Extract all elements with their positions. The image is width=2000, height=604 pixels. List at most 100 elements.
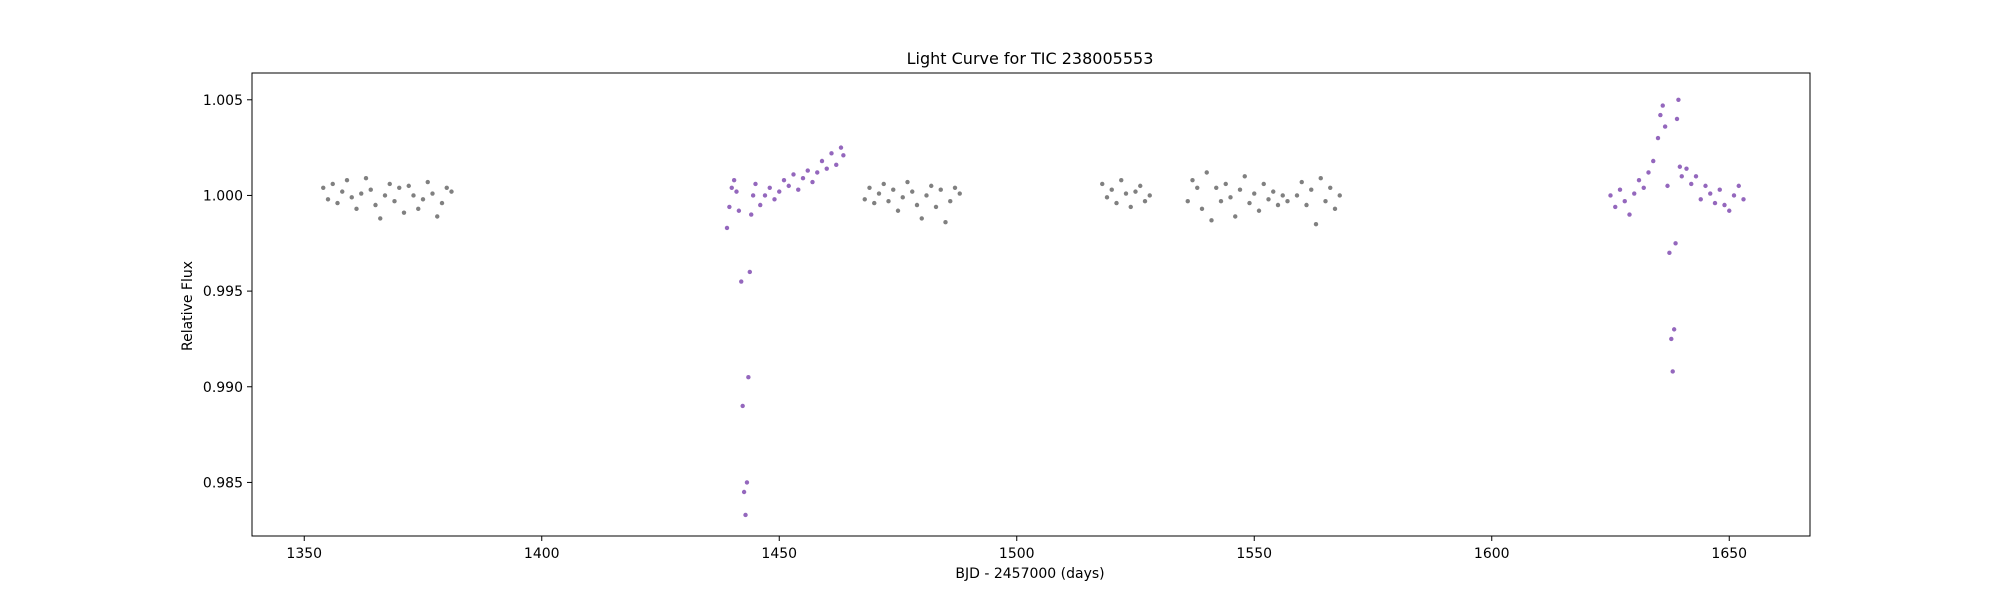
data-point: [1242, 174, 1247, 179]
data-point: [363, 176, 369, 181]
data-point: [1247, 200, 1252, 206]
data-point: [1138, 183, 1143, 189]
data-point: [741, 489, 747, 495]
data-point: [335, 200, 340, 206]
data-point: [401, 210, 407, 215]
data-point: [1214, 185, 1219, 190]
data-point: [762, 193, 768, 198]
data-point: [886, 198, 891, 204]
data-point: [1646, 170, 1651, 175]
data-point: [1209, 218, 1214, 223]
data-point: [1698, 197, 1703, 202]
data-point: [800, 176, 806, 181]
data-point: [420, 197, 426, 202]
x-tick-label: 1400: [524, 546, 560, 562]
data-point: [1271, 189, 1276, 194]
data-point: [1708, 191, 1713, 196]
data-point: [439, 200, 445, 206]
data-point: [872, 200, 877, 206]
data-point: [1684, 166, 1689, 171]
data-point: [895, 208, 901, 213]
data-point: [777, 189, 782, 194]
data-point: [743, 512, 748, 518]
data-point: [841, 153, 846, 158]
data-point: [924, 193, 929, 198]
data-point: [1304, 202, 1309, 208]
data-point: [425, 179, 430, 185]
data-point: [747, 269, 752, 275]
data-point: [1665, 183, 1670, 189]
y-tick-label: 0.985: [203, 475, 243, 491]
x-tick-label: 1550: [1236, 546, 1272, 562]
data-point: [330, 181, 335, 187]
series-0: [321, 170, 1342, 227]
data-point: [1689, 181, 1694, 187]
data-point: [354, 206, 359, 212]
data-point: [1677, 164, 1683, 169]
data-point: [1133, 189, 1138, 194]
data-point: [727, 204, 732, 210]
data-point: [919, 216, 924, 221]
data-point: [1237, 187, 1243, 192]
data-point: [1617, 187, 1623, 192]
data-point: [435, 214, 440, 219]
data-point: [1228, 195, 1233, 200]
data-point: [1674, 116, 1680, 122]
data-point: [791, 172, 796, 177]
data-point: [824, 166, 829, 171]
data-point: [1608, 193, 1613, 198]
data-point: [829, 151, 834, 156]
data-point: [781, 177, 787, 183]
data-point: [1627, 212, 1632, 217]
data-point: [810, 179, 815, 185]
data-point: [1722, 202, 1727, 208]
data-point: [731, 177, 737, 183]
y-tick-label: 0.995: [203, 284, 243, 300]
data-point: [397, 185, 402, 190]
data-point: [373, 202, 378, 208]
data-point: [744, 480, 750, 485]
data-point: [1741, 197, 1746, 202]
data-point: [819, 158, 825, 164]
data-point: [943, 220, 948, 225]
data-point: [867, 185, 872, 190]
data-point: [750, 193, 756, 198]
data-point: [321, 185, 326, 190]
data-point: [1636, 177, 1642, 183]
data-point: [1660, 103, 1665, 108]
data-point: [805, 168, 810, 173]
chart-title: Light Curve for TIC 238005553: [907, 49, 1154, 68]
data-point: [411, 193, 416, 198]
data-point: [1318, 176, 1323, 181]
data-point: [1670, 369, 1675, 374]
data-point: [900, 195, 905, 200]
data-point: [340, 189, 345, 194]
x-tick-label: 1500: [999, 546, 1035, 562]
data-point: [1109, 187, 1114, 192]
data-point: [948, 198, 953, 204]
data-point: [749, 212, 754, 217]
data-point: [758, 202, 763, 208]
data-point: [1256, 208, 1262, 213]
data-point: [1119, 177, 1124, 183]
data-point: [1299, 179, 1304, 185]
data-point: [1632, 191, 1637, 196]
data-point: [881, 181, 886, 187]
data-point: [1671, 327, 1677, 332]
data-point: [378, 216, 383, 221]
data-point: [1727, 208, 1732, 213]
data-point: [449, 189, 454, 194]
data-point: [815, 170, 820, 175]
data-point: [739, 279, 744, 284]
data-point: [914, 202, 920, 208]
data-point: [1123, 191, 1129, 196]
data-point: [430, 191, 435, 196]
data-point: [1190, 177, 1195, 183]
data-point: [910, 189, 915, 194]
data-point: [929, 183, 934, 189]
data-point: [1252, 191, 1257, 196]
y-tick-label: 0.990: [203, 380, 243, 396]
data-point: [891, 187, 896, 192]
data-point: [1280, 193, 1285, 198]
